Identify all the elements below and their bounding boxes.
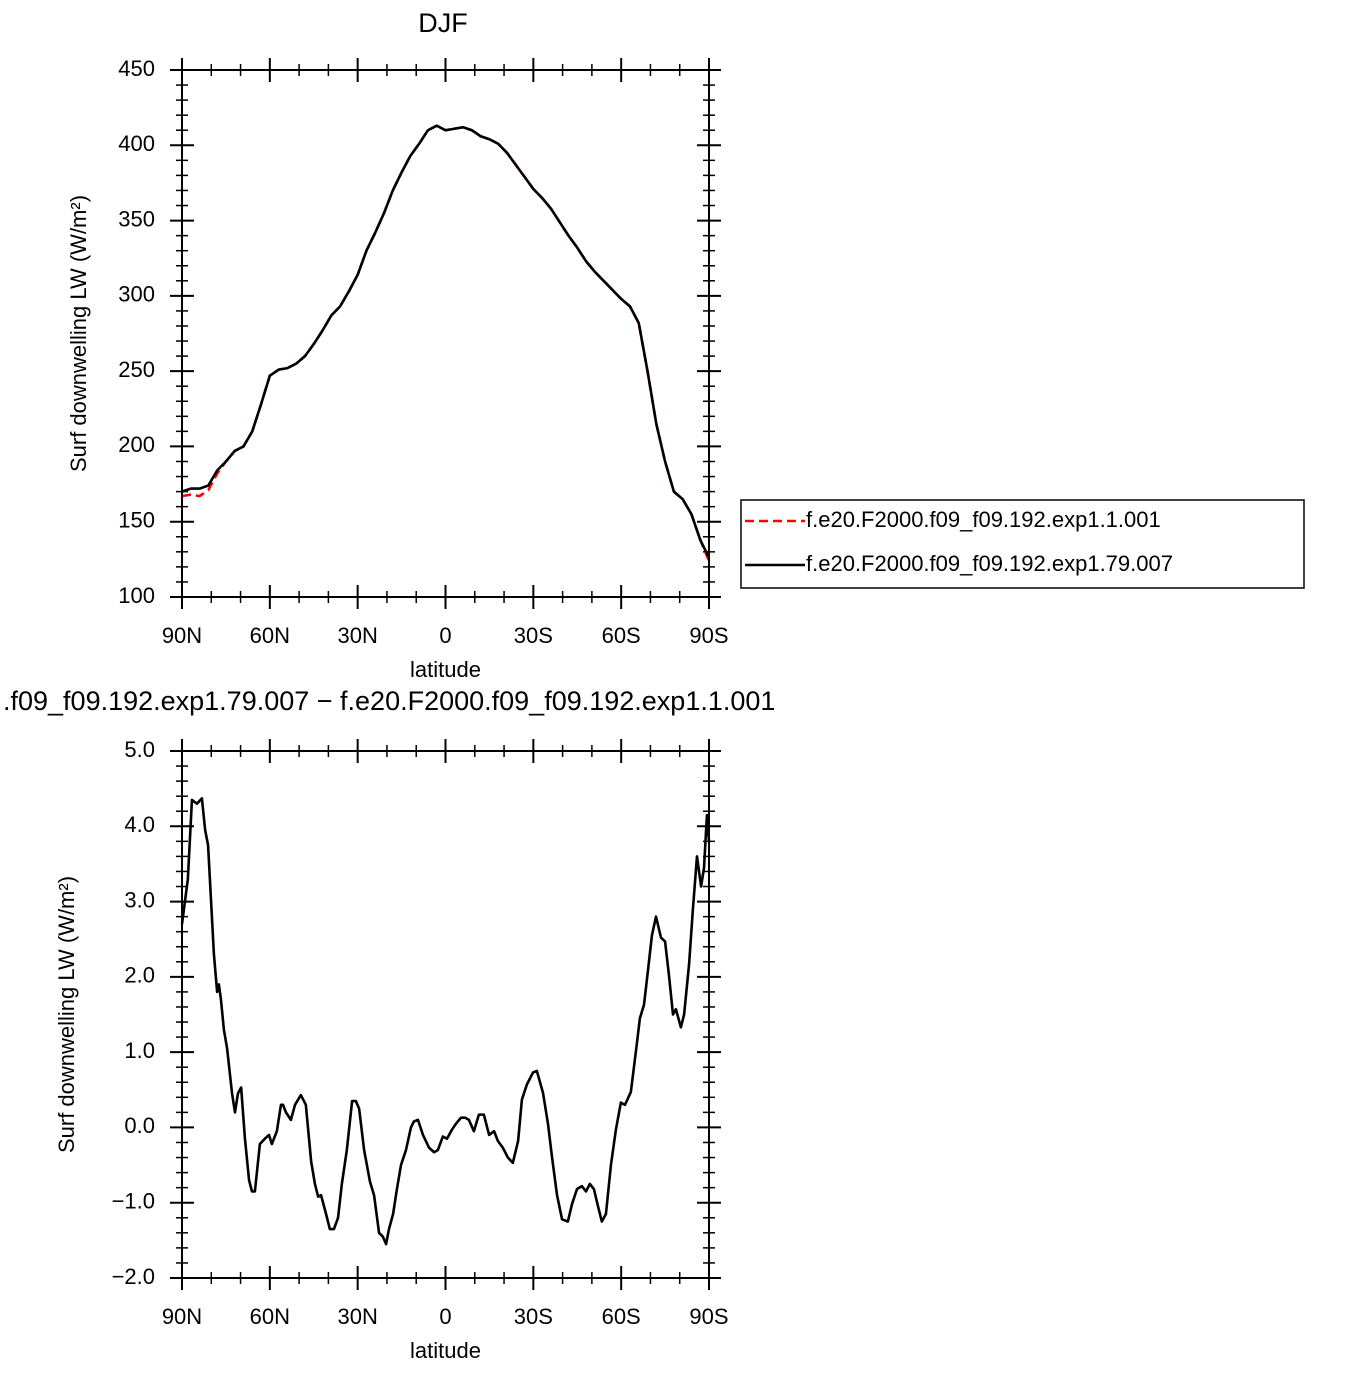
- x-axis-label: latitude: [410, 1338, 481, 1363]
- data-line: [181, 124, 711, 559]
- x-tick-label: 90S: [689, 1304, 728, 1329]
- x-tick-label: 0: [439, 1304, 451, 1329]
- x-tick-label: 60N: [250, 623, 290, 648]
- plot-frame: [181, 69, 710, 598]
- y-tick-label: 450: [118, 56, 155, 81]
- legend-label: f.e20.F2000.f09_f09.192.exp1.79.007: [806, 551, 1173, 576]
- x-tick-label: 30N: [337, 1304, 377, 1329]
- y-axis-label: Surf downwelling LW (W/m²): [54, 876, 79, 1153]
- x-tick-label: 30S: [514, 1304, 553, 1329]
- x-tick-label: 60N: [250, 1304, 290, 1329]
- y-tick-label: 300: [118, 282, 155, 307]
- x-tick-label: 90N: [162, 623, 202, 648]
- y-axis-label: Surf downwelling LW (W/m²): [66, 195, 91, 472]
- x-tick-label: 60S: [602, 623, 641, 648]
- legend-label: f.e20.F2000.f09_f09.192.exp1.1.001: [806, 507, 1161, 532]
- chart-title: .f09_f09.192.exp1.79.007 − f.e20.F2000.f…: [3, 686, 775, 716]
- y-tick-label: 0.0: [124, 1113, 155, 1138]
- y-tick-label: 250: [118, 357, 155, 382]
- x-axis-label: latitude: [410, 657, 481, 682]
- y-tick-label: 350: [118, 206, 155, 231]
- y-tick-label: 5.0: [124, 737, 155, 762]
- x-tick-label: 0: [439, 623, 451, 648]
- x-tick-label: 60S: [602, 1304, 641, 1329]
- legend-box: [740, 499, 1305, 589]
- data-line: [181, 124, 711, 562]
- y-tick-label: −2.0: [112, 1264, 155, 1289]
- x-tick-label: 90S: [689, 623, 728, 648]
- plot-frame: [181, 750, 710, 1279]
- y-tick-label: 3.0: [124, 887, 155, 912]
- chart-title: DJF: [418, 8, 468, 38]
- y-tick-label: 150: [118, 508, 155, 533]
- y-tick-label: 1.0: [124, 1038, 155, 1063]
- x-tick-label: 30N: [337, 623, 377, 648]
- y-tick-label: −1.0: [112, 1189, 155, 1214]
- data-line: [180, 797, 711, 1246]
- x-tick-label: 90N: [162, 1304, 202, 1329]
- y-tick-label: 4.0: [124, 812, 155, 837]
- y-tick-label: 400: [118, 131, 155, 156]
- y-tick-label: 100: [118, 583, 155, 608]
- x-tick-label: 30S: [514, 623, 553, 648]
- y-tick-label: 2.0: [124, 963, 155, 988]
- y-tick-label: 200: [118, 432, 155, 457]
